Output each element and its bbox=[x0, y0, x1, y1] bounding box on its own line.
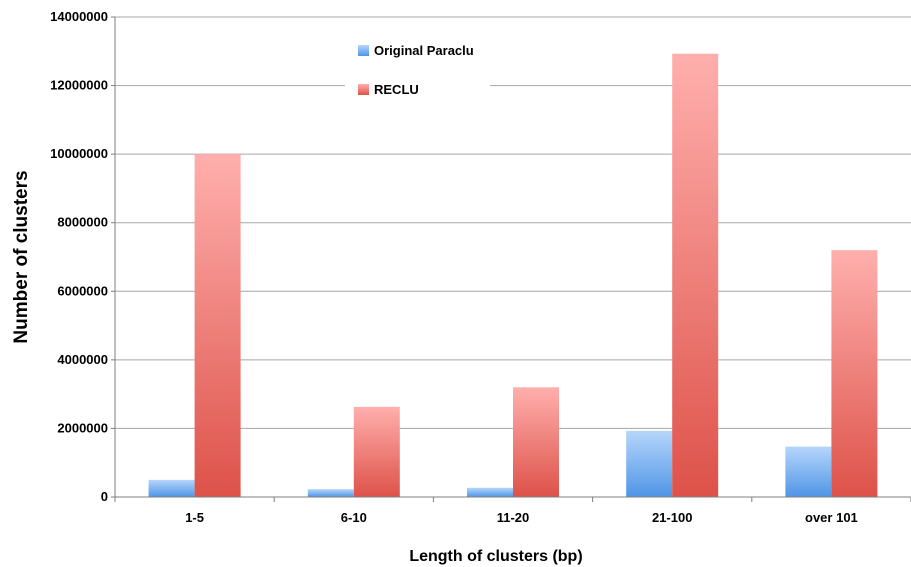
bars bbox=[148, 53, 878, 497]
bar-original-paraclu bbox=[467, 487, 513, 497]
x-axis-title: Length of clusters (bp) bbox=[409, 548, 582, 565]
bar-reclu bbox=[513, 387, 559, 497]
bar-reclu bbox=[353, 406, 400, 497]
y-tick-label: 10000000 bbox=[50, 146, 108, 161]
y-tick-label: 2000000 bbox=[57, 420, 108, 435]
legend-label-original-paraclu: Original Paraclu bbox=[374, 43, 474, 58]
bar-original-paraclu bbox=[307, 489, 354, 497]
bar-original-paraclu bbox=[785, 446, 832, 497]
x-tick-label: 11-20 bbox=[497, 510, 530, 525]
legend: Original Paraclu RECLU bbox=[345, 34, 490, 100]
y-tick-label: 12000000 bbox=[50, 78, 108, 93]
y-tick-labels: 0 2000000 4000000 6000000 8000000 10000000 120… bbox=[50, 9, 108, 504]
y-tick-label: 8000000 bbox=[57, 215, 108, 230]
x-tick-label: 6-10 bbox=[341, 510, 367, 525]
y-tick-label: 6000000 bbox=[57, 283, 108, 298]
bar-reclu bbox=[194, 154, 241, 497]
gridlines bbox=[115, 16, 911, 498]
y-axis-title: Number of clusters bbox=[11, 170, 32, 343]
y-tick-label: 14000000 bbox=[50, 9, 108, 24]
bar-original-paraclu bbox=[148, 479, 195, 497]
x-tick-label: 21-100 bbox=[652, 510, 692, 525]
bar-original-paraclu bbox=[626, 430, 673, 497]
bar-reclu bbox=[831, 250, 878, 497]
x-tick-labels: 1-5 6-10 11-20 21-100 over 101 bbox=[185, 510, 858, 525]
legend-label-reclu: RECLU bbox=[374, 82, 419, 97]
legend-swatch-reclu bbox=[358, 84, 369, 95]
x-tick-label: over 101 bbox=[805, 510, 858, 525]
legend-background bbox=[345, 34, 490, 100]
bar-reclu bbox=[672, 53, 719, 497]
y-tick-label: 0 bbox=[101, 489, 108, 504]
legend-swatch-original-paraclu bbox=[358, 45, 369, 56]
axes bbox=[111, 16, 911, 502]
x-tick-label: 1-5 bbox=[185, 510, 204, 525]
y-tick-label: 4000000 bbox=[57, 352, 108, 367]
